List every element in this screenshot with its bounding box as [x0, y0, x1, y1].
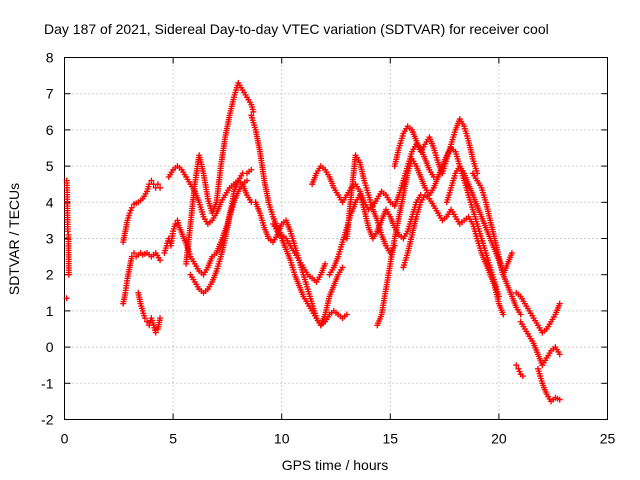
x-tick-label: 20 [491, 431, 507, 447]
grid-layer [64, 57, 608, 420]
series-sat18 [443, 163, 524, 318]
series-sat22 [513, 362, 526, 380]
series-sat9 [248, 112, 329, 285]
points-layer [63, 79, 563, 405]
data-point [144, 318, 151, 325]
data-point [157, 184, 164, 191]
data-point [128, 204, 135, 211]
series-sat8 [187, 177, 250, 296]
plot-frame [64, 57, 608, 420]
data-point [519, 373, 526, 380]
y-tick-label: 3 [46, 231, 54, 247]
data-point [243, 177, 250, 184]
y-tick-label: -2 [41, 412, 54, 428]
y-tick-label: 7 [46, 86, 54, 102]
y-tick-label: 2 [46, 267, 54, 283]
data-point [172, 221, 179, 228]
data-point [248, 166, 255, 173]
data-point [152, 329, 159, 336]
x-tick-label: 5 [169, 431, 177, 447]
data-point [515, 365, 522, 372]
data-point [154, 181, 161, 188]
series-sat20 [513, 289, 563, 336]
series-sat17 [400, 192, 507, 318]
x-tick-label: 25 [600, 431, 616, 447]
series-sat2 [120, 177, 164, 246]
y-axis-label: SDTVAR / TECUs [6, 183, 22, 295]
data-point [126, 210, 133, 217]
x-tick-label: 0 [61, 431, 69, 447]
data-point [64, 228, 71, 235]
data-point [141, 315, 148, 322]
chart-title: Day 187 of 2021, Sidereal Day-to-day VTE… [44, 21, 549, 37]
data-point [513, 362, 520, 369]
tick-layer: -2 -1 0 1 2 3 4 5 6 7 8 0 5 10 15 20 25 [41, 50, 615, 447]
data-point [556, 396, 563, 403]
series-sat1b [63, 295, 70, 302]
series-sat16 [391, 116, 481, 177]
data-point [556, 351, 563, 358]
series-sat4 [135, 289, 164, 336]
y-tick-label: -1 [41, 375, 54, 391]
data-point [148, 177, 155, 184]
series-sat15 [374, 145, 502, 329]
series-sat21 [517, 318, 563, 369]
data-point [127, 207, 134, 214]
series-sat3 [120, 249, 164, 307]
data-point [250, 108, 257, 115]
data-point [500, 311, 507, 318]
data-point [131, 249, 138, 256]
data-point [556, 300, 563, 307]
data-point [157, 315, 164, 322]
y-tick-label: 6 [46, 122, 54, 138]
data-point [322, 260, 329, 267]
series-sat23 [534, 365, 563, 405]
series-sat19 [469, 170, 515, 278]
series-sat1 [63, 177, 72, 278]
y-tick-label: 5 [46, 158, 54, 174]
series-sat7 [183, 79, 257, 267]
x-tick-label: 10 [274, 431, 290, 447]
x-tick-label: 15 [383, 431, 399, 447]
data-point [508, 249, 515, 256]
data-point [339, 264, 346, 271]
series-sat6 [165, 163, 259, 228]
y-tick-label: 4 [46, 194, 54, 210]
data-point [516, 368, 523, 375]
y-tick-label: 1 [46, 303, 54, 319]
y-tick-label: 8 [46, 50, 54, 66]
series-sat11 [270, 221, 350, 329]
series-sat10 [252, 199, 346, 329]
y-tick-label: 0 [46, 339, 54, 355]
data-point [63, 295, 70, 302]
data-point [65, 271, 72, 278]
data-point [517, 311, 524, 318]
data-point [157, 257, 164, 264]
data-point [343, 311, 350, 318]
x-axis-label: GPS time / hours [282, 457, 389, 473]
